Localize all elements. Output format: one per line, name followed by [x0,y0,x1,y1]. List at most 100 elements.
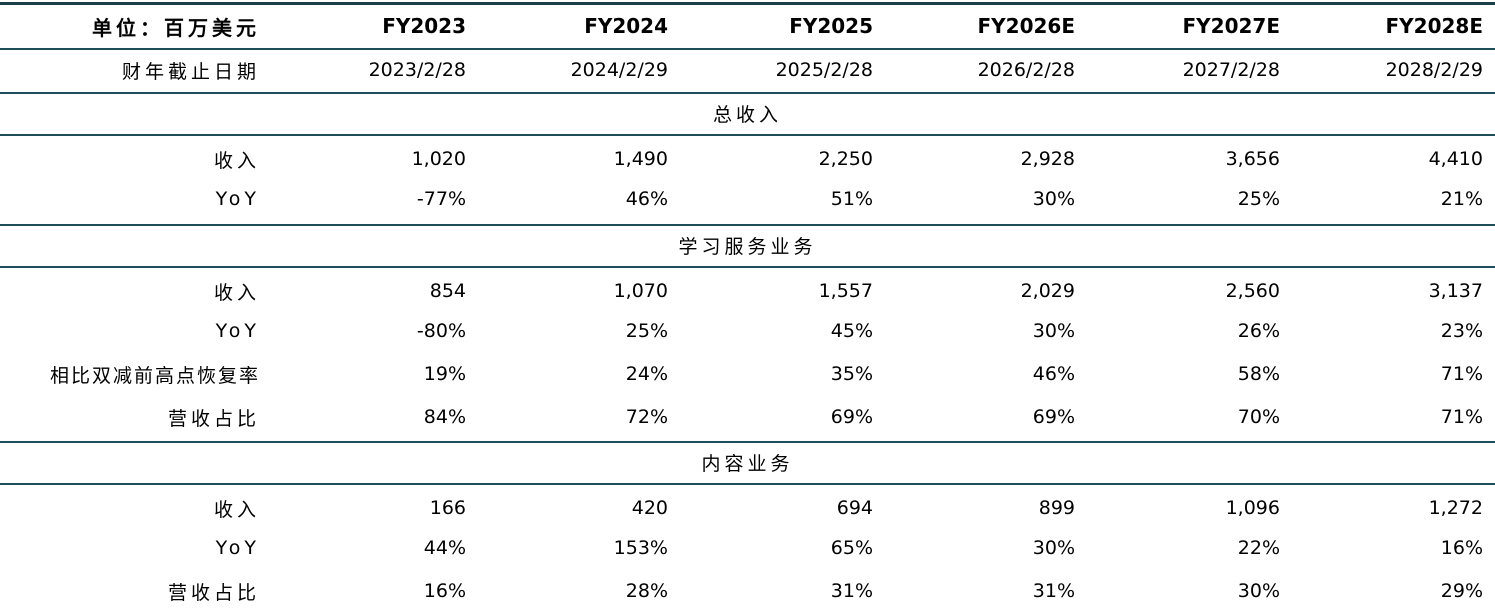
table-row: 营收占比 84% 72% 69% 69% 70% 71% [0,398,1495,436]
table-cell: 30% [1237,580,1280,602]
table-cell: 153% [613,537,668,559]
table-row: 收入 166 420 694 899 1,096 1,272 [0,489,1495,527]
table-cell: 420 [631,497,668,519]
table-row: 收入 1,020 1,490 2,250 2,928 3,656 4,410 [0,140,1495,178]
table-cell: 4,410 [1428,148,1483,170]
table-cell: 31% [1032,580,1075,602]
table-cell: 2,928 [1020,148,1075,170]
table-cell: 16% [1440,537,1483,559]
table-cell: 65% [830,537,873,559]
section-rule [0,483,1495,485]
table-cell: 51% [830,188,873,210]
table-cell: 2,560 [1225,280,1280,302]
row-label: YoY [215,188,260,210]
table-cell: 69% [1032,406,1075,428]
unit-label: 单位：百万美元 [92,15,260,40]
table-cell: 58% [1237,363,1280,385]
section-rule [0,224,1495,226]
header-row: 单位：百万美元 FY2023 FY2024 FY2025 FY2026E FY2… [0,6,1495,46]
table-cell: 3,656 [1225,148,1280,170]
fiscal-end-row: 财年截止日期 2023/2/28 2024/2/29 2025/2/28 202… [0,51,1495,89]
table-cell: 694 [836,497,873,519]
table-cell: 854 [429,280,466,302]
year-header: FY2023 [382,14,466,38]
table-row: 营收占比 16% 28% 31% 31% 30% 29% [0,572,1495,610]
table-cell: 30% [1032,320,1075,342]
year-header: FY2026E [977,14,1075,38]
table-cell: 30% [1032,537,1075,559]
fiscal-end-date: 2028/2/29 [1385,59,1483,81]
table-cell: 899 [1038,497,1075,519]
table-cell: 35% [830,363,873,385]
header-rule [0,48,1495,50]
year-header: FY2025 [789,14,873,38]
table-cell: 84% [423,406,466,428]
table-cell: 3,137 [1428,280,1483,302]
table-cell: 22% [1237,537,1280,559]
table-cell: 26% [1237,320,1280,342]
row-label: 收入 [213,498,260,521]
table-cell: 1,070 [613,280,668,302]
table-cell: 1,096 [1225,497,1280,519]
year-header: FY2027E [1182,14,1280,38]
table-cell: 30% [1032,188,1075,210]
table-cell: 72% [625,406,668,428]
fiscal-end-date: 2027/2/28 [1182,59,1280,81]
fiscal-end-date: 2024/2/29 [570,59,668,81]
table-row: YoY -77% 46% 51% 30% 25% 21% [0,180,1495,218]
section-title: 总收入 [712,104,782,126]
table-cell: 24% [625,363,668,385]
row-label: 营收占比 [167,407,260,430]
table-cell: 1,557 [818,280,873,302]
table-cell: 46% [1032,363,1075,385]
table-cell: -80% [416,320,466,342]
year-header: FY2028E [1385,14,1483,38]
table-cell: 28% [625,580,668,602]
table-cell: 25% [625,320,668,342]
fiscal-end-date: 2026/2/28 [977,59,1075,81]
table-cell: 29% [1440,580,1483,602]
section-rule [0,441,1495,443]
table-cell: 166 [429,497,466,519]
top-rule [0,2,1495,5]
table-cell: 71% [1440,406,1483,428]
row-label: 营收占比 [167,581,260,604]
table-cell: 1,272 [1428,497,1483,519]
table-cell: 46% [625,188,668,210]
row-label: 财年截止日期 [121,60,260,83]
fiscal-end-date: 2025/2/28 [775,59,873,81]
table-cell: 2,250 [818,148,873,170]
table-cell: 1,490 [613,148,668,170]
table-cell: 70% [1237,406,1280,428]
table-cell: 45% [830,320,873,342]
row-label: 收入 [213,281,260,304]
table-cell: 21% [1440,188,1483,210]
row-label: YoY [215,320,260,342]
year-header: FY2024 [584,14,668,38]
section-rule [0,134,1495,136]
row-label: YoY [215,537,260,559]
section-rule [0,92,1495,94]
section-rule [0,266,1495,268]
section-title: 学习服务业务 [678,236,817,258]
table-row: 收入 854 1,070 1,557 2,029 2,560 3,137 [0,272,1495,310]
table-row: YoY -80% 25% 45% 30% 26% 23% [0,312,1495,350]
table-row: YoY 44% 153% 65% 30% 22% 16% [0,529,1495,567]
fiscal-end-date: 2023/2/28 [368,59,466,81]
table-cell: 23% [1440,320,1483,342]
table-row: 相比双减前高点恢复率 19% 24% 35% 46% 58% 71% [0,355,1495,393]
table-cell: 2,029 [1020,280,1075,302]
table-cell: 44% [423,537,466,559]
table-cell: 25% [1237,188,1280,210]
table-cell: 1,020 [411,148,466,170]
table-cell: 71% [1440,363,1483,385]
section-title: 内容业务 [701,453,794,475]
row-label: 收入 [213,149,260,172]
table-cell: 31% [830,580,873,602]
table-cell: 16% [423,580,466,602]
table-cell: 19% [423,363,466,385]
row-label: 相比双减前高点恢复率 [49,364,260,387]
table-cell: 69% [830,406,873,428]
table-cell: -77% [416,188,466,210]
